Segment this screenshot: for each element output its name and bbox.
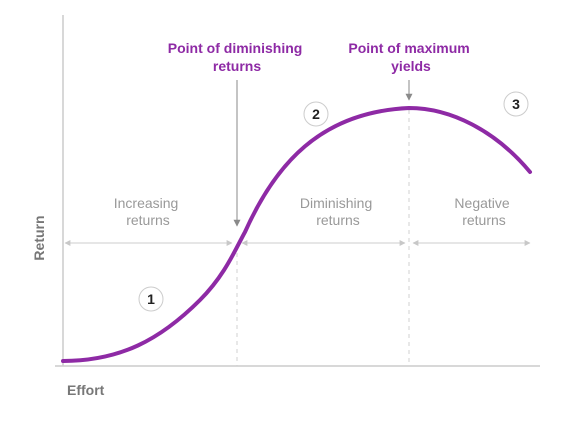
negative-returns-label: Negative returns <box>454 195 513 228</box>
marker-1-number: 1 <box>147 291 155 307</box>
diminishing-point-label: Point of diminishing returns <box>168 40 306 74</box>
marker-2-number: 2 <box>312 106 320 122</box>
marker-3: 3 <box>503 91 529 117</box>
diminishing-returns-label: Diminishing returns <box>300 195 376 228</box>
marker-3-number: 3 <box>512 96 520 112</box>
marker-1: 1 <box>138 286 164 312</box>
return-curve <box>61 105 532 363</box>
marker-2: 2 <box>303 101 329 127</box>
max-yield-point-label: Point of maximum yields <box>348 40 473 74</box>
y-axis-label: Return <box>31 215 47 260</box>
x-axis-label: Effort <box>67 382 105 398</box>
increasing-returns-label: Increasing returns <box>114 195 182 228</box>
